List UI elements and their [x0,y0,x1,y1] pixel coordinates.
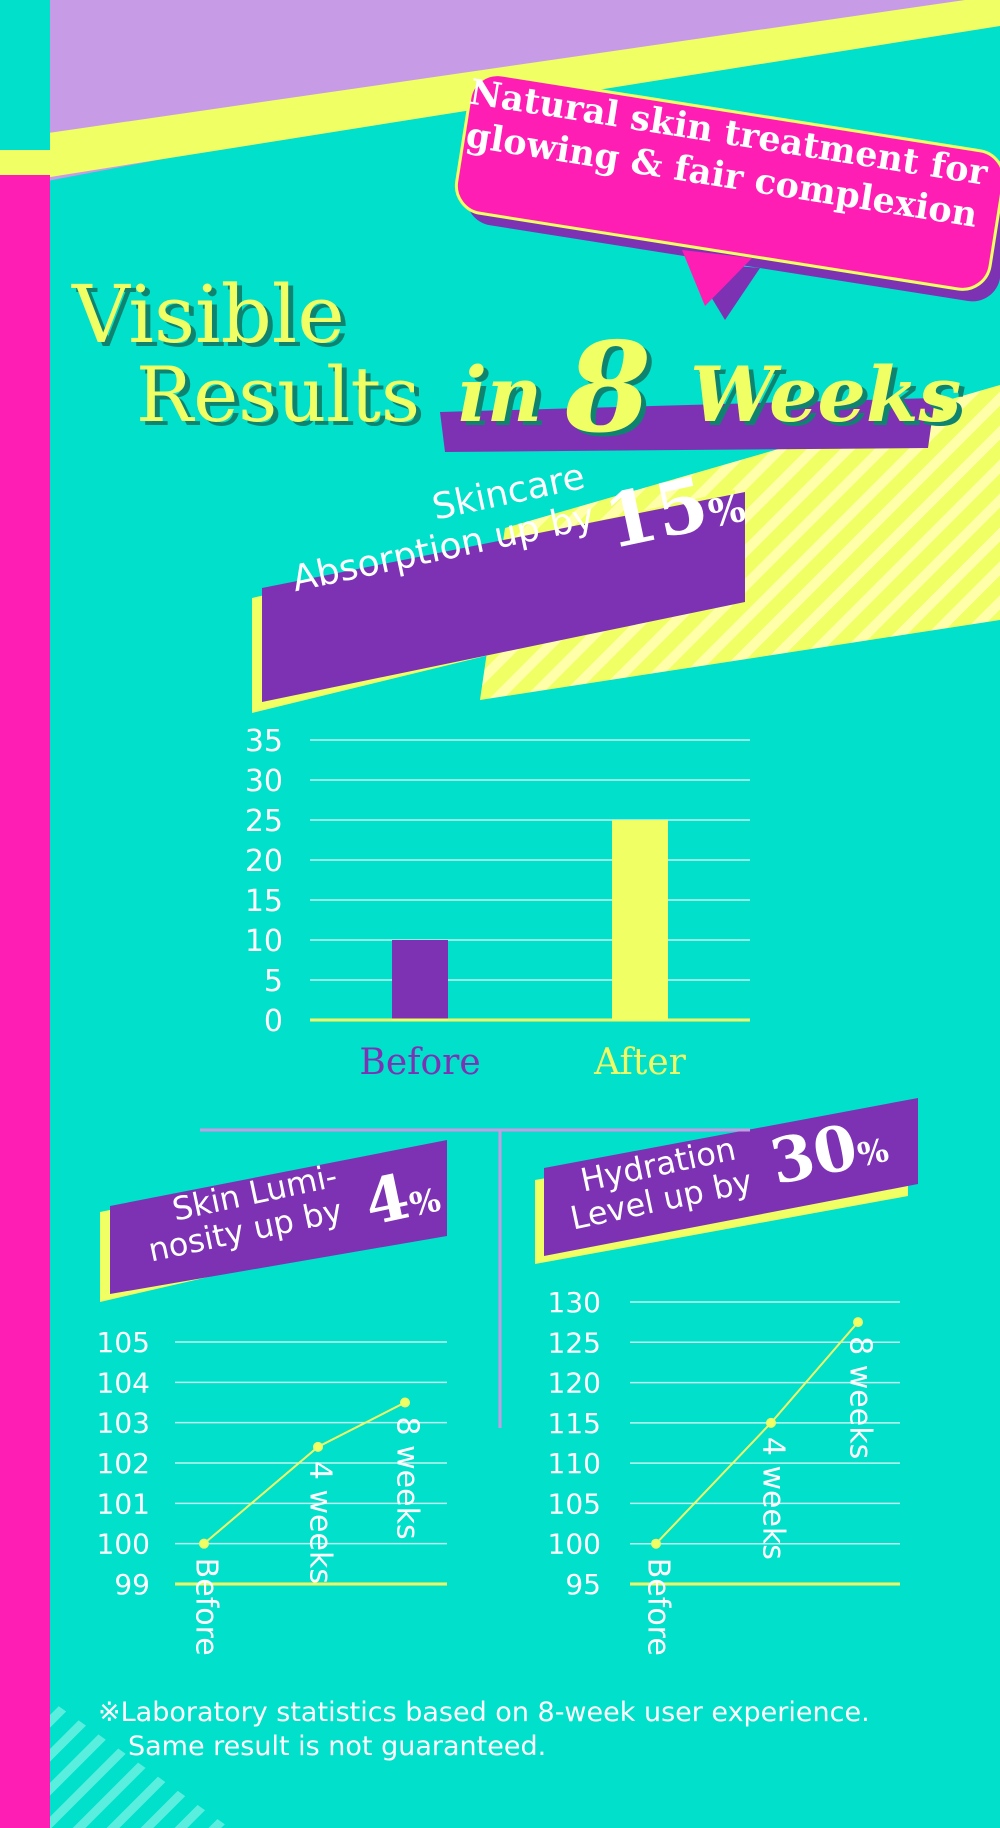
x-tick-label: 4 weeks [303,1461,338,1584]
y-tick-label: 25 [245,804,283,839]
y-tick-label: 30 [245,764,283,799]
footnote-line-2: Same result is not guaranteed. [128,1730,547,1762]
y-tick-label: 105 [548,1487,601,1520]
y-tick-label: 0 [264,1004,283,1039]
bar [392,940,448,1020]
y-tick-label: 100 [548,1528,601,1561]
banner-luminosity [100,1140,447,1302]
pink-left-border [0,175,50,1828]
y-tick-label: 99 [114,1568,150,1601]
y-tick-label: 104 [97,1366,150,1399]
x-tick-label: After [593,1042,686,1083]
data-point [199,1538,209,1549]
data-point [853,1317,863,1328]
data-point [766,1417,776,1428]
y-tick-label: 125 [548,1326,601,1359]
x-tick-label: Before [641,1558,676,1656]
headline-word-results: Results [136,350,420,439]
headline-word-weeks: Weeks [690,350,962,439]
x-tick-label: Before [359,1042,480,1083]
y-tick-label: 102 [97,1447,150,1480]
x-tick-label: 8 weeks [390,1417,425,1540]
headline-highlight [440,398,935,452]
absorption-bar-chart: 0 5 10 15 20 25 30 35 Before After [245,724,750,1083]
y-tick-label: 110 [548,1447,601,1480]
luminosity-line-chart: 99 100 101 102 103 104 105 Before 4 weeks 8 weeks [97,1326,447,1656]
y-tick-label: 95 [565,1568,601,1601]
hydration-line-chart: 95 100 105 110 115 120 125 130 Before 4 weeks 8 we… [548,1286,900,1656]
y-tick-label: 120 [548,1367,601,1400]
callout-bubble [454,73,1000,320]
teal-left-strip [0,0,50,150]
x-tick-label: Before [189,1558,224,1656]
banner-absorption [252,490,745,713]
y-tick-label: 130 [548,1286,601,1319]
y-tick-label: 101 [97,1487,150,1520]
y-tick-label: 10 [245,924,283,959]
y-tick-label: 105 [97,1326,150,1359]
y-tick-label: 103 [97,1407,150,1440]
footnote-line-1: ※Laboratory statistics based on 8-week u… [98,1697,870,1728]
bar [612,820,668,1020]
y-tick-label: 15 [245,884,283,919]
footnote: ※Laboratory statistics based on 8-week u… [98,1696,870,1764]
banner-hydration [535,1098,918,1264]
y-tick-label: 35 [245,724,283,759]
y-tick-label: 100 [97,1528,150,1561]
corner-stripes [50,1700,230,1828]
x-tick-label: 8 weeks [843,1336,878,1459]
y-tick-label: 20 [245,844,283,879]
data-point [651,1538,661,1549]
y-tick-label: 115 [548,1407,601,1440]
data-point [313,1441,323,1452]
headline-word-in: in [458,350,543,439]
headline-word-visible: Visible [72,268,345,361]
data-point [400,1397,410,1408]
x-tick-label: 4 weeks [756,1437,791,1560]
headline-number: 8 [565,316,652,461]
y-tick-label: 5 [264,964,283,999]
